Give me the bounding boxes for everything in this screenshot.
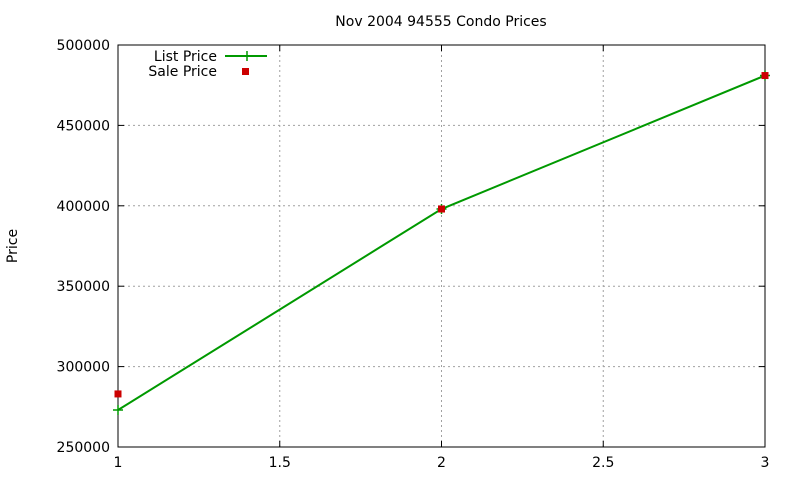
- chart-title: Nov 2004 94555 Condo Prices: [335, 14, 546, 30]
- x-tick-label: 1: [114, 455, 123, 471]
- y-tick-label: 350000: [57, 279, 110, 295]
- data-point-sale-price: [761, 72, 769, 80]
- y-tick-label: 450000: [57, 118, 110, 134]
- x-tick-label: 2.5: [592, 455, 614, 471]
- legend-label-list-price: List Price: [154, 49, 217, 65]
- plot-frame: [117, 44, 766, 448]
- series-layer: [113, 70, 770, 416]
- x-tick-label: 1.5: [269, 455, 291, 471]
- x-tick-label: 3: [761, 455, 770, 471]
- grid: [118, 45, 765, 447]
- y-tick-label: 400000: [57, 199, 110, 215]
- y-tick-label: 500000: [57, 38, 110, 54]
- legend-marker-list-price: [242, 51, 252, 61]
- legend-label-sale-price: Sale Price: [148, 64, 217, 80]
- data-point-sale-price: [114, 390, 122, 398]
- data-point-list-price: [113, 405, 123, 416]
- y-axis-label: Price: [5, 229, 21, 263]
- legend-marker-sale-price: [242, 68, 249, 75]
- y-tick-label: 300000: [57, 360, 110, 376]
- data-point-sale-price: [438, 205, 445, 213]
- x-tick-label: 2: [437, 455, 446, 471]
- y-tick-label: 250000: [57, 440, 110, 456]
- legend: List Price Sale Price: [148, 49, 267, 80]
- axis-ticks: 1 1.5 2 2.5 3 250000 300000 350000 400000 450000 5…: [57, 38, 770, 471]
